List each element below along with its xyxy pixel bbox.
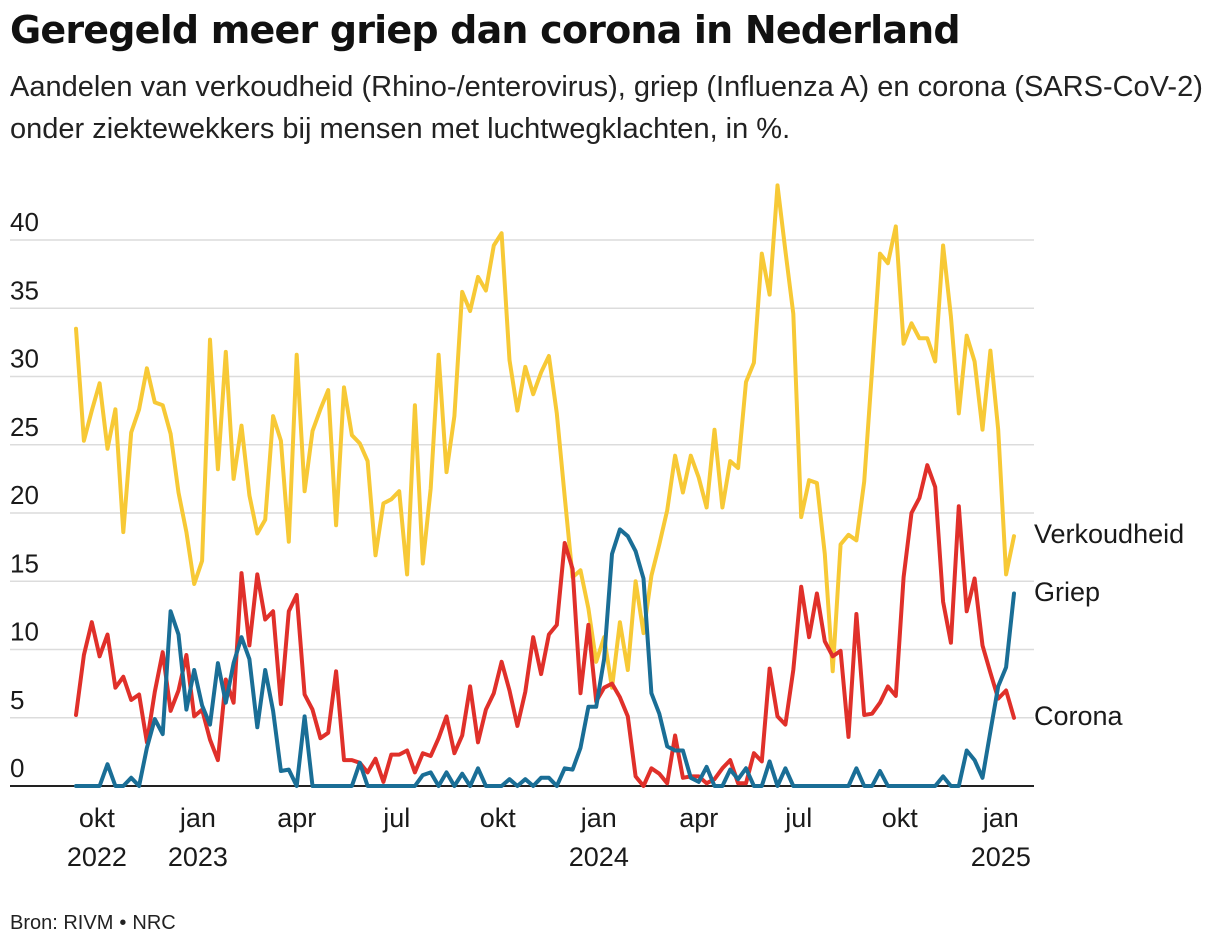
series-label-corona: Corona — [1034, 701, 1124, 731]
x-tick-month: okt — [79, 803, 116, 833]
series-lines — [74, 183, 1016, 788]
separator-dot: • — [119, 912, 127, 934]
y-tick-label: 40 — [10, 207, 39, 237]
x-axis-ticks: okt 2022 jan 2023 apr jul okt jan 2024 apr jul okt j… — [67, 803, 1031, 872]
x-tick-month: jan — [580, 803, 617, 833]
x-tick-month: apr — [679, 803, 718, 833]
chart-title: Geregeld meer griep dan corona in Nederl… — [10, 8, 961, 52]
series-label-verkoudheid: Verkoudheid — [1034, 519, 1184, 549]
series-line-verkoudheid — [74, 183, 1016, 690]
y-tick-label: 5 — [10, 685, 24, 715]
y-tick-label: 30 — [10, 344, 39, 374]
chart-subtitle: Aandelen van verkoudheid (Rhino-/enterov… — [10, 71, 1203, 145]
y-tick-label: 20 — [10, 480, 39, 510]
x-tick-month: jan — [982, 803, 1019, 833]
series-label-griep: Griep — [1034, 577, 1100, 607]
y-tick-label: 25 — [10, 412, 39, 442]
x-tick-month: apr — [277, 803, 316, 833]
x-tick-year: 2025 — [971, 842, 1031, 872]
series-line-griep — [74, 527, 1016, 788]
x-tick-year: 2022 — [67, 842, 127, 872]
x-tick-month: jul — [382, 803, 410, 833]
source-note: Bron: RIVM • NRC — [10, 912, 176, 935]
x-tick-month: jan — [179, 803, 216, 833]
x-tick-year: 2024 — [569, 842, 629, 872]
x-tick-month: okt — [882, 803, 919, 833]
y-tick-label: 10 — [10, 617, 39, 647]
y-tick-label: 35 — [10, 275, 39, 305]
y-tick-label: 15 — [10, 548, 39, 578]
x-tick-month: okt — [480, 803, 517, 833]
x-tick-month: jul — [784, 803, 812, 833]
y-tick-label: 0 — [10, 753, 24, 783]
y-axis-ticks: 0 5 10 15 20 25 30 35 40 — [10, 207, 39, 783]
series-labels: Verkoudheid Griep Corona — [1034, 519, 1184, 731]
series-line-corona — [74, 463, 1016, 788]
source-label: Bron: RIVM — [10, 912, 114, 934]
publisher-label: NRC — [132, 912, 176, 934]
x-tick-year: 2023 — [168, 842, 228, 872]
